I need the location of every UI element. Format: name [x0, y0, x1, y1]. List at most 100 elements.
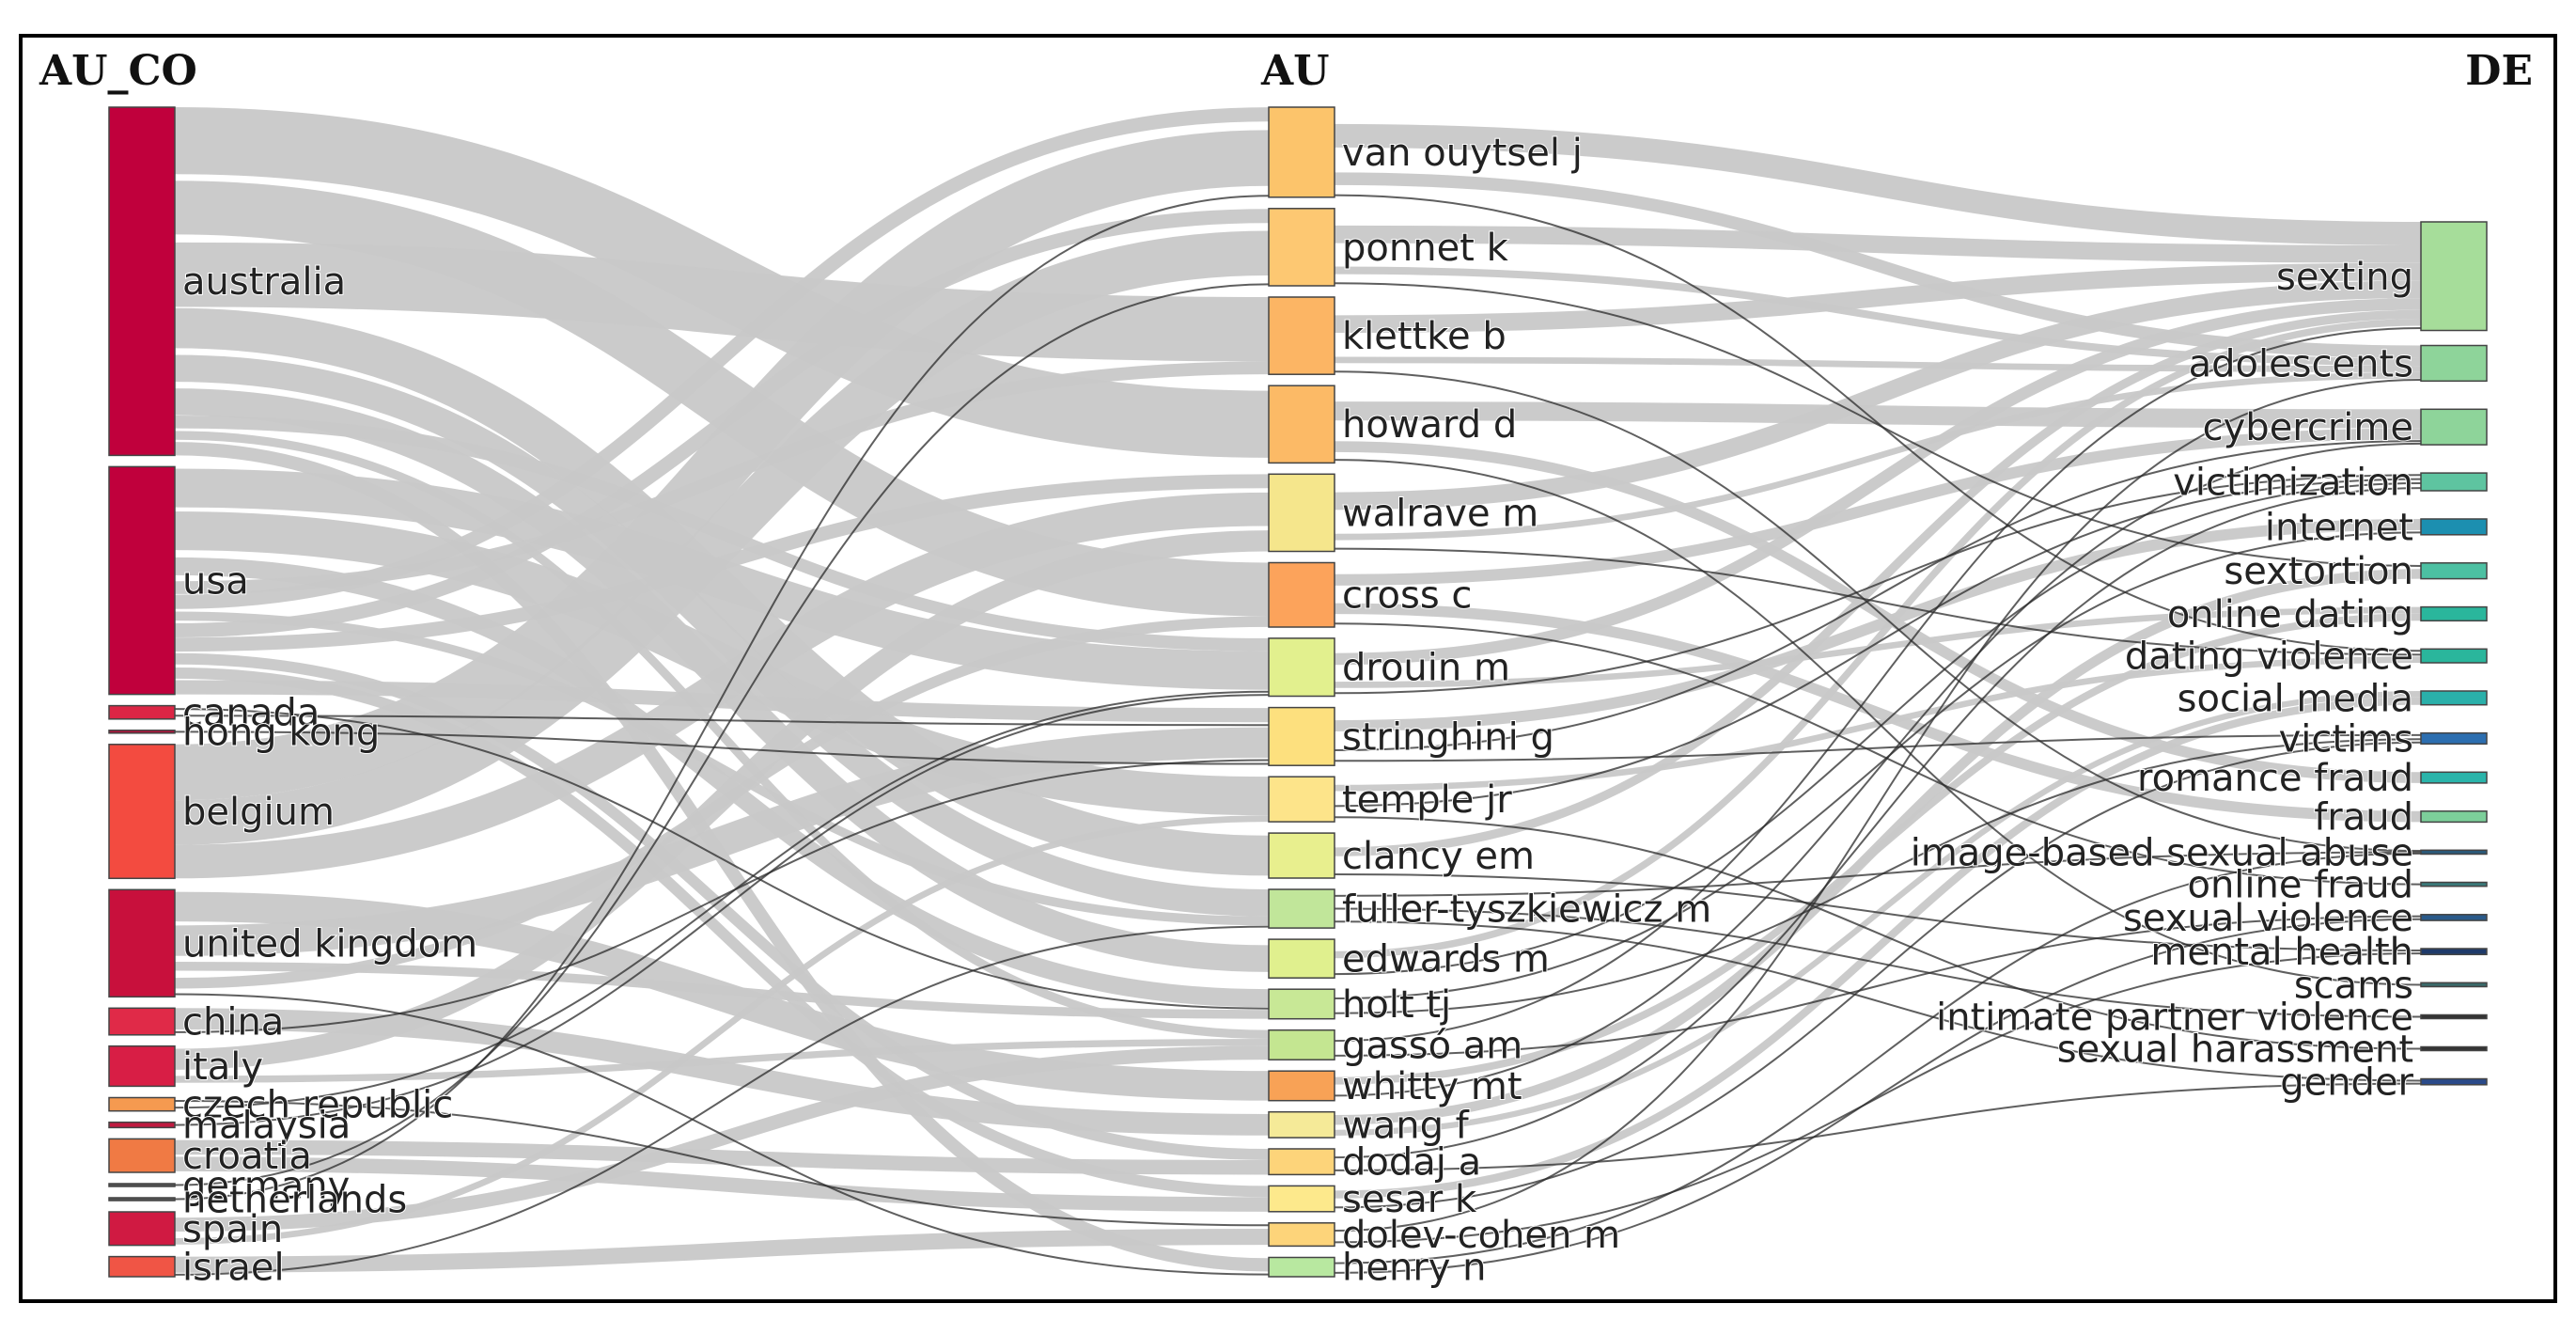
node-de-19[interactable] — [2420, 1077, 2488, 1086]
node-au-7[interactable] — [1268, 706, 1335, 766]
node-au-11[interactable] — [1268, 938, 1335, 979]
node-label-de-11: fraud — [2314, 796, 2413, 840]
node-au-2[interactable] — [1268, 296, 1335, 375]
node-de-7[interactable] — [2420, 648, 2488, 664]
node-au_co-13[interactable] — [108, 1211, 176, 1247]
link-right-line-20 — [1334, 474, 2422, 695]
node-label-au-7: stringhini g — [1342, 715, 1554, 759]
link-right-line-2 — [1334, 194, 2422, 652]
node-de-3[interactable] — [2420, 472, 2488, 492]
node-de-2[interactable] — [2420, 408, 2488, 446]
node-label-au_co-12: netherlands — [182, 1179, 407, 1222]
link-right-band-0 — [1334, 123, 2422, 245]
node-au_co-8[interactable] — [108, 1096, 176, 1112]
link-left-band-37 — [174, 1139, 1270, 1175]
node-label-au_co-4: belgium — [182, 791, 335, 834]
node-au-0[interactable] — [1268, 106, 1335, 198]
link-right-line-36 — [1334, 327, 2422, 1043]
link-left-line-29 — [174, 993, 1270, 1276]
link-right-line-47 — [1334, 952, 2422, 1244]
link-left-band-15 — [174, 209, 1270, 638]
link-left-band-33 — [174, 1038, 1270, 1083]
node-label-au-19: henry n — [1342, 1247, 1487, 1290]
link-right-line-5 — [1334, 282, 2422, 567]
node-de-16[interactable] — [2420, 982, 2488, 988]
node-au-19[interactable] — [1268, 1256, 1335, 1278]
node-label-de-18: sexual harassment — [2057, 1029, 2413, 1072]
node-label-au_co-9: malaysia — [182, 1105, 351, 1148]
node-label-de-7: dating violence — [2125, 636, 2413, 679]
node-au-17[interactable] — [1268, 1185, 1335, 1213]
node-label-au_co-13: spain — [182, 1208, 283, 1251]
node-au_co-11[interactable] — [108, 1183, 176, 1187]
node-label-de-14: sexual violence — [2123, 897, 2413, 940]
node-au-8[interactable] — [1268, 776, 1335, 823]
node-de-0[interactable] — [2420, 221, 2488, 332]
node-au-18[interactable] — [1268, 1222, 1335, 1248]
link-right-line-49 — [1334, 918, 2422, 1274]
node-de-14[interactable] — [2420, 914, 2488, 921]
link-right-line-46 — [1334, 378, 2422, 1233]
node-de-11[interactable] — [2420, 810, 2488, 824]
link-right-line-30 — [1334, 907, 2422, 1018]
link-right-line-28 — [1334, 873, 2422, 951]
node-label-au_co-8: czech republic — [182, 1084, 453, 1127]
node-au_co-7[interactable] — [108, 1044, 176, 1088]
node-de-1[interactable] — [2420, 344, 2488, 383]
node-au-6[interactable] — [1268, 637, 1335, 698]
node-au-14[interactable] — [1268, 1070, 1335, 1102]
node-au-12[interactable] — [1268, 988, 1335, 1020]
node-au-13[interactable] — [1268, 1029, 1335, 1060]
link-left-line-34 — [174, 1100, 1270, 1227]
node-au_co-1[interactable] — [108, 465, 176, 696]
node-label-de-6: online dating — [2167, 593, 2413, 636]
node-de-5[interactable] — [2420, 562, 2488, 580]
node-de-4[interactable] — [2420, 518, 2488, 536]
node-au_co-0[interactable] — [108, 106, 176, 457]
node-au_co-9[interactable] — [108, 1121, 176, 1129]
node-label-au-1: ponnet k — [1342, 227, 1509, 270]
node-au_co-12[interactable] — [108, 1197, 176, 1202]
node-de-12[interactable] — [2420, 849, 2488, 856]
node-de-13[interactable] — [2420, 881, 2488, 887]
link-right-line-11 — [1334, 459, 2422, 986]
link-right-band-40 — [1334, 569, 2422, 1125]
node-au_co-2[interactable] — [108, 704, 176, 720]
node-au_co-6[interactable] — [108, 1007, 176, 1036]
node-au_co-4[interactable] — [108, 744, 176, 880]
node-de-17[interactable] — [2420, 1013, 2488, 1020]
node-label-de-1: adolescents — [2189, 342, 2413, 385]
node-au-10[interactable] — [1268, 888, 1335, 929]
node-au-9[interactable] — [1268, 832, 1335, 879]
node-au_co-14[interactable] — [108, 1255, 176, 1278]
node-au-3[interactable] — [1268, 385, 1335, 464]
node-label-au-0: van ouytsel j — [1342, 132, 1583, 175]
node-de-15[interactable] — [2420, 948, 2488, 956]
node-au_co-3[interactable] — [108, 730, 176, 734]
node-de-9[interactable] — [2420, 731, 2488, 746]
node-au-4[interactable] — [1268, 473, 1335, 553]
node-label-au-11: edwards m — [1342, 938, 1550, 982]
node-label-au-2: klettke b — [1342, 315, 1507, 358]
node-de-18[interactable] — [2420, 1045, 2488, 1052]
sankey-frame: AU_CO AU DE australia usa canada hong kong b… — [19, 34, 2557, 1303]
link-left-band-44 — [174, 1229, 1270, 1273]
node-au_co-5[interactable] — [108, 888, 176, 998]
link-left-line-35 — [174, 690, 1270, 1109]
link-left-line-36 — [174, 694, 1270, 1126]
node-de-6[interactable] — [2420, 605, 2488, 622]
node-de-10[interactable] — [2420, 771, 2488, 784]
link-right-band-6 — [1334, 262, 2422, 334]
link-right-band-21 — [1334, 518, 2422, 731]
node-de-8[interactable] — [2420, 690, 2488, 706]
node-label-de-0: sexting — [2276, 256, 2413, 299]
node-au-1[interactable] — [1268, 208, 1335, 287]
nodes — [108, 106, 2488, 1278]
node-au-16[interactable] — [1268, 1148, 1335, 1176]
link-left-band-26 — [174, 727, 1270, 956]
link-left-band-24 — [174, 492, 1270, 879]
link-left-band-38 — [174, 1156, 1270, 1212]
node-au-5[interactable] — [1268, 561, 1335, 628]
node-au_co-10[interactable] — [108, 1138, 176, 1173]
node-au-15[interactable] — [1268, 1110, 1335, 1139]
